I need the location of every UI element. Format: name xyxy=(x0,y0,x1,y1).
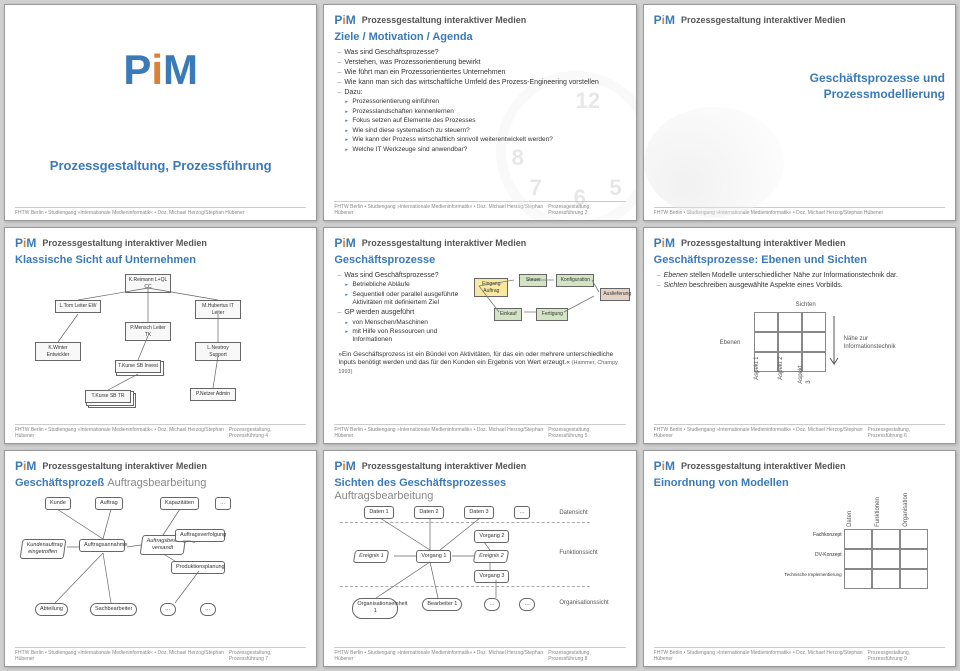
lbl-sichten: Sichten xyxy=(796,302,816,310)
slide-6-ebenen: PiM Prozessgestaltung interaktiver Medie… xyxy=(643,227,956,444)
slide-8-sichten: PiM Prozessgestaltung interaktiver Medie… xyxy=(323,450,636,667)
header-title: Prozessgestaltung interaktiver Medien xyxy=(362,15,527,25)
logo: PiM xyxy=(654,459,675,473)
footer: FHTW Berlin • Studiengang »International… xyxy=(15,424,306,439)
lbl-ebenen: Ebenen xyxy=(720,340,741,348)
b1: Was sind Geschäftsprozesse? xyxy=(334,271,468,280)
header-title: Prozessgestaltung interaktiver Medien xyxy=(362,238,527,248)
subtitle: Ziele / Motivation / Agenda xyxy=(334,31,625,43)
arrow-down xyxy=(828,314,848,370)
sb2: Sequentiell oder parallel ausgeführte Ak… xyxy=(334,291,468,308)
logo: PiM xyxy=(15,459,36,473)
c3: Organisation xyxy=(903,493,911,527)
b2: Verstehen, was Prozessorientierung bewir… xyxy=(334,58,625,67)
sb5: Wie kann der Prozess wirtschaftlich sinn… xyxy=(334,136,625,144)
cube-grid xyxy=(754,312,826,372)
clock-bg xyxy=(644,107,784,217)
footer: FHTW Berlin • Studiengang »International… xyxy=(15,207,306,216)
logo: PiM xyxy=(334,459,355,473)
subtitle: Geschäftsprozeß Auftragsbearbeitung xyxy=(15,477,306,489)
header-title: Prozessgestaltung interaktiver Medien xyxy=(681,238,846,248)
slide-9-matrix: PiM Prozessgestaltung interaktiver Medie… xyxy=(643,450,956,667)
slide-3-section: PiM Prozessgestaltung interaktiver Medie… xyxy=(643,4,956,221)
logo: PiM xyxy=(654,236,675,250)
s7-lines xyxy=(15,493,306,647)
header-title: Prozessgestaltung interaktiver Medien xyxy=(42,461,207,471)
c2: Funktionen xyxy=(875,497,883,527)
header-title: Prozessgestaltung interaktiver Medien xyxy=(681,461,846,471)
main-title: Prozessgestaltung, Prozessführung xyxy=(50,158,272,175)
logo: PiM xyxy=(334,13,355,27)
matrix: Fachkonzept DV-Konzept Technische Implem… xyxy=(774,529,928,589)
sb1: Prozessorientierung einführen xyxy=(334,98,625,106)
b2: Sichten beschreiben ausgewählte Aspekte … xyxy=(654,281,945,290)
sb4: Wie sind diese systematisch zu steuern? xyxy=(334,127,625,135)
c1: Daten xyxy=(847,511,855,527)
r1: Fachkonzept xyxy=(774,529,844,549)
footer: FHTW Berlin • Studiengang »International… xyxy=(654,647,945,662)
header-title: Prozessgestaltung interaktiver Medien xyxy=(42,238,207,248)
slide-5-gp: PiM Prozessgestaltung interaktiver Medie… xyxy=(323,227,636,444)
b2: GP werden ausgeführt xyxy=(334,308,468,317)
section-title-2: Prozessmodellierung xyxy=(654,87,945,103)
slide-4-orgchart: PiM Prozessgestaltung interaktiver Medie… xyxy=(4,227,317,444)
s8-lines xyxy=(334,506,625,647)
footer: FHTW Berlin • Studiengang »International… xyxy=(334,647,625,662)
org-lines xyxy=(15,270,306,424)
sb6: Welche IT Werkzeuge sind anwendbar? xyxy=(334,146,625,154)
r2: DV-Konzept xyxy=(774,549,844,569)
header-title: Prozessgestaltung interaktiver Medien xyxy=(681,15,846,25)
logo: PiM xyxy=(123,43,198,98)
sb3: Fokus setzen auf Elemente des Prozesses xyxy=(334,117,625,125)
sb4: mit Hilfe von Ressourcen und Information… xyxy=(334,328,468,345)
logo: PiM xyxy=(334,236,355,250)
b5: Dazu: xyxy=(334,88,625,97)
sb1: Betriebliche Abläufe xyxy=(334,281,468,289)
lbl-naehe: Nähe zur Informationstechnik xyxy=(844,336,904,352)
subtitle: Sichten des GeschäftsprozessesAuftragsbe… xyxy=(334,477,625,502)
sb2: Prozesslandschaften kennenlernen xyxy=(334,108,625,116)
lbl-a2: Aspekt 2 xyxy=(778,357,786,380)
b4: Wie kann man sich das wirtschaftliche Um… xyxy=(334,78,625,87)
subtitle: Geschäftsprozesse: Ebenen und Sichten xyxy=(654,254,945,266)
logo: PiM xyxy=(15,236,36,250)
subtitle: Klassische Sicht auf Unternehmen xyxy=(15,254,306,266)
lbl-a3: Aspekt 3 xyxy=(798,364,814,384)
flow-arrows xyxy=(464,270,636,330)
subtitle: Geschäftsprozesse xyxy=(334,254,625,266)
section-title-1: Geschäftsprozesse und xyxy=(654,71,945,87)
sb3: von Menschen/Maschinen xyxy=(334,319,468,327)
slide-1-title: PiM Prozessgestaltung, Prozessführung FH… xyxy=(4,4,317,221)
b1: Ebenen stellen Modelle unterschiedlicher… xyxy=(654,271,945,280)
slide-7-auftrag: PiM Prozessgestaltung interaktiver Medie… xyxy=(4,450,317,667)
r3: Technische Implementierung xyxy=(774,569,844,589)
lbl-a1: Aspekt 1 xyxy=(754,357,762,380)
footer: FHTW Berlin • Studiengang »International… xyxy=(334,424,625,439)
slide-2-agenda: PiM Prozessgestaltung interaktiver Medie… xyxy=(323,4,636,221)
logo: PiM xyxy=(654,13,675,27)
footer: FHTW Berlin • Studiengang »International… xyxy=(15,647,306,662)
header-title: Prozessgestaltung interaktiver Medien xyxy=(362,461,527,471)
b1: Was sind Geschäftsprozesse? xyxy=(334,48,625,57)
subtitle: Einordnung von Modellen xyxy=(654,477,945,489)
b3: Wie führt man ein Prozessorientiertes Un… xyxy=(334,68,625,77)
quote: »Ein Geschäftsprozess ist ein Bündel von… xyxy=(334,351,625,376)
footer: FHTW Berlin • Studiengang »International… xyxy=(654,424,945,439)
